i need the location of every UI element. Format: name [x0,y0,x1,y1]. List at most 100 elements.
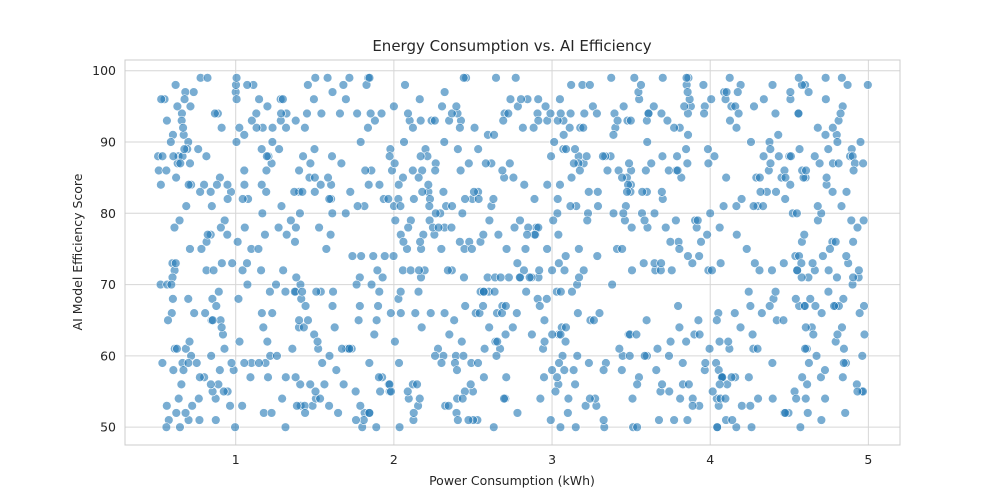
scatter-point [558,130,569,140]
scatter-point [528,123,539,133]
scatter-point [405,265,416,276]
scatter-point [210,108,220,119]
scatter-point [566,80,576,90]
scatter-point [828,123,838,133]
scatter-point [785,180,795,190]
scatter-point [703,158,714,169]
scatter-point [464,158,474,169]
scatter-point [559,265,570,276]
scatter-point [251,123,262,133]
scatter-point [196,244,207,254]
scatter-point [460,194,470,204]
scatter-point [791,294,801,304]
scatter-point [350,386,361,397]
scatter-point [759,94,769,104]
scatter-point [384,151,395,161]
scatter-point [412,379,422,390]
scatter-point [415,237,425,247]
scatter-point [707,265,717,276]
scatter-point [649,208,660,218]
scatter-point [310,386,321,397]
scatter-point [455,237,465,247]
scatter-point [267,308,277,318]
scatter-point [239,180,250,190]
scatter-point [239,358,249,368]
scatter-point [579,108,590,119]
scatter-point [266,408,277,418]
scatter-point [245,372,256,382]
scatter-point [715,258,726,268]
scatter-point [222,229,232,240]
scatter-point [565,108,576,119]
scatter-point [446,222,457,233]
scatter-point [793,108,804,119]
scatter-point [820,365,830,375]
scatter-point [174,215,185,226]
scatter-point [178,365,189,375]
scatter-point [665,336,676,347]
scatter-point [823,144,833,154]
scatter-point [515,215,525,226]
scatter-point [712,422,722,432]
scatter-point [672,165,683,176]
scatter-point [309,94,319,104]
scatter-point [681,336,691,347]
scatter-point [413,172,424,183]
scatter-point [836,201,847,211]
scatter-point [833,158,844,169]
scatter-point [271,279,281,290]
scatter-point [735,322,746,333]
y-tick-label: 50 [100,420,116,435]
scatter-point [230,422,240,432]
scatter-point [344,344,355,354]
scatter-point [687,401,698,411]
scatter-point [706,94,716,104]
scatter-point [522,229,532,240]
scatter-point [547,329,557,340]
scatter-point [473,194,484,204]
scatter-point [457,208,468,218]
scatter-point [801,165,811,176]
scatter-point [303,80,313,90]
scatter-point [725,73,735,83]
scatter-point [156,180,166,190]
scatter-point [791,393,801,404]
scatter-point [290,237,300,247]
scatter-point [278,265,288,276]
x-tick-label: 4 [706,452,714,467]
scatter-point [612,115,623,126]
scatter-point [408,165,418,176]
scatter-point [592,251,602,261]
scatter-point [767,80,778,90]
scatter-point [539,336,550,347]
scatter-point [579,265,589,276]
scatter-point [501,301,511,311]
scatter-point [473,144,483,154]
scatter-point [239,165,249,176]
scatter-point [309,144,320,154]
scatter-point [669,123,679,133]
scatter-point [571,422,581,432]
scatter-point [627,265,637,276]
scatter-point [598,415,609,425]
scatter-point [183,180,194,190]
scatter-point [810,301,821,311]
scatter-point [821,94,831,104]
scatter-point [731,201,742,211]
scatter-point [820,130,831,140]
scatter-point [415,393,425,404]
scatter-point [439,308,450,318]
scatter-point [347,251,358,261]
scatter-point [242,258,252,268]
scatter-point [369,329,379,340]
scatter-point [627,393,638,404]
scatter-point [416,322,427,333]
scatter-point [233,294,244,304]
scatter-point [247,115,257,126]
scatter-point [801,322,811,333]
scatter-point [206,379,216,390]
scatter-point [800,344,810,354]
scatter-point [656,108,667,119]
scatter-point [242,279,253,290]
scatter-point [161,422,172,432]
